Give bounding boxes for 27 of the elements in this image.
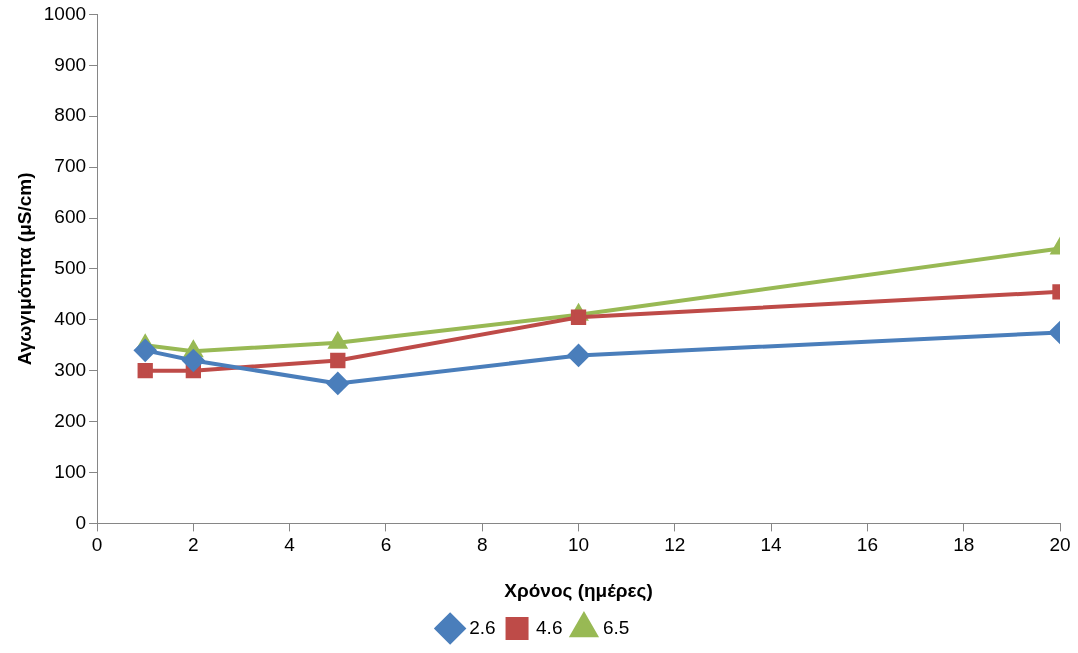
y-tick-label: 300 [54,358,87,380]
x-tick-label: 14 [760,534,783,556]
y-tick-label: 100 [54,460,87,482]
y-tick-label: 600 [54,206,87,228]
y-tick-label: 900 [54,53,87,75]
x-tick-label: 0 [91,534,103,556]
x-tick-label: 10 [567,534,590,556]
x-tick-label: 2 [188,534,199,556]
y-axis-title: Αγωγιμότητα (μS/cm) [13,172,35,366]
x-tick-label: 12 [664,534,686,556]
legend-label: 2.6 [469,616,496,638]
x-tick-label: 20 [1049,534,1071,556]
x-tick-label: 18 [953,534,975,556]
y-tick-label: 800 [54,104,87,126]
y-tick-label: 400 [54,308,87,330]
legend-label: 6.5 [602,616,630,638]
y-tick-label: 0 [75,511,87,533]
x-tick-label: 8 [476,534,488,556]
y-tick-label: 200 [54,409,87,431]
x-tick-label: 16 [856,534,878,556]
x-axis-title: Χρόνος (ημέρες) [504,579,653,601]
x-tick-label: 4 [284,534,296,556]
x-tick-label: 6 [380,534,392,556]
legend-label: 4.6 [536,616,563,638]
y-tick-label: 700 [54,155,87,177]
y-tick-label: 500 [54,257,87,279]
y-tick-label: 1000 [43,2,87,24]
